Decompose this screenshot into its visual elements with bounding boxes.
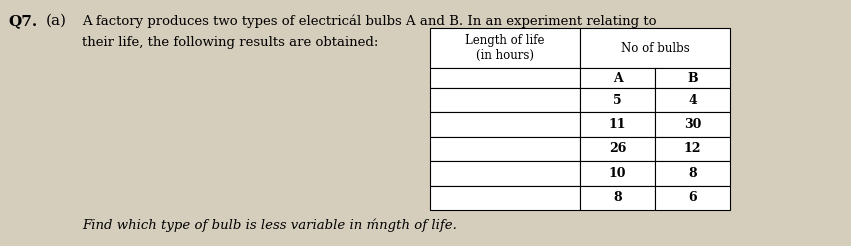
Text: their life, the following results are obtained:: their life, the following results are ob… xyxy=(82,36,379,49)
Text: No of bulbs: No of bulbs xyxy=(620,42,689,55)
Bar xyxy=(655,161,730,185)
Text: 12: 12 xyxy=(683,142,701,155)
Text: 8: 8 xyxy=(688,167,697,180)
Text: 4: 4 xyxy=(688,94,697,107)
Bar xyxy=(430,161,580,185)
Bar xyxy=(430,28,580,68)
Bar xyxy=(430,185,580,210)
Bar xyxy=(580,112,655,137)
Text: 30: 30 xyxy=(684,118,701,131)
Bar xyxy=(580,88,655,112)
Text: 5: 5 xyxy=(614,94,622,107)
Text: 8: 8 xyxy=(614,191,622,204)
Bar xyxy=(580,185,655,210)
Text: Length of life
(in hours): Length of life (in hours) xyxy=(465,34,545,62)
Text: 10: 10 xyxy=(608,167,626,180)
Text: A factory produces two types of electricál bulbs A and B. In an experiment relat: A factory produces two types of electric… xyxy=(82,14,656,28)
Bar xyxy=(655,68,730,88)
Bar xyxy=(430,68,580,88)
Text: B: B xyxy=(688,72,698,84)
Bar xyxy=(580,161,655,185)
Bar xyxy=(430,137,580,161)
Text: Find which type of bulb is less variable in ḿngth of life.: Find which type of bulb is less variable… xyxy=(82,218,457,231)
Text: 6: 6 xyxy=(688,191,697,204)
Text: A: A xyxy=(613,72,622,84)
Bar xyxy=(430,88,580,112)
Text: 11: 11 xyxy=(608,118,626,131)
Bar xyxy=(580,137,655,161)
Text: Q7.: Q7. xyxy=(8,14,37,28)
Bar xyxy=(430,112,580,137)
Bar xyxy=(655,112,730,137)
Text: (a): (a) xyxy=(46,14,67,28)
Text: 26: 26 xyxy=(608,142,626,155)
Bar xyxy=(655,185,730,210)
Bar xyxy=(655,137,730,161)
Bar xyxy=(580,68,655,88)
Bar xyxy=(580,28,730,68)
Bar xyxy=(655,88,730,112)
